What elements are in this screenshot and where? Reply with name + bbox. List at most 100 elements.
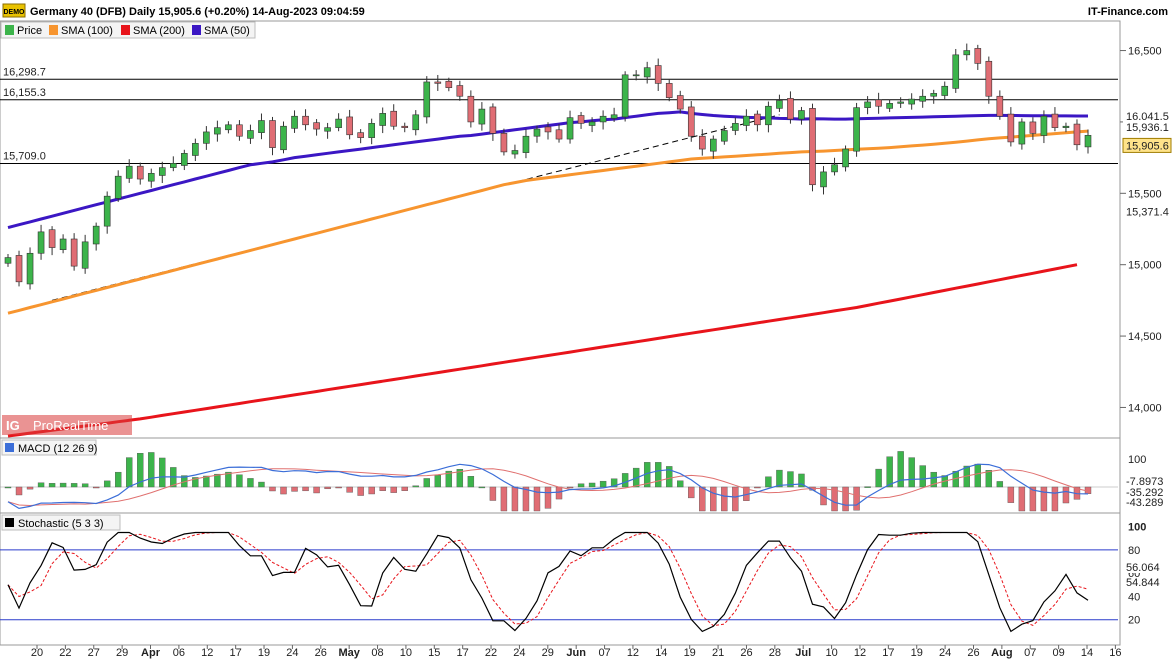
candle [743,115,750,126]
candle [81,241,89,269]
macd-histogram-bar [930,471,937,488]
macd-histogram-bar [192,477,199,488]
candle [37,231,45,254]
candle [842,148,849,168]
candle [710,138,717,152]
candle [798,110,805,120]
macd-histogram-bar [434,475,441,488]
candle [643,67,651,78]
price-panel [0,20,1121,439]
macd-histogram-bar [577,483,585,488]
y-tick-label: 16,500 [1128,46,1162,58]
legend-sma50[interactable]: SMA (50) [192,25,250,37]
macd-histogram-bar [126,457,133,488]
macd-histogram-bar [599,480,607,488]
macd-histogram-bar [1007,486,1015,503]
macd-histogram-bar [412,485,419,488]
legend-price[interactable]: Price [5,25,42,37]
candle [610,114,618,119]
stoch-title: Stochastic (5 3 3) [18,518,104,530]
macd-histogram-bar [37,482,45,488]
level-label: 15,709.0 [3,150,46,162]
macd-histogram-bar [798,473,805,488]
macd-histogram-bar [688,486,695,499]
stoch-value-label: 54.844 [1126,577,1160,589]
macd-histogram-bar [148,452,155,488]
candle [247,130,254,139]
macd-histogram-bar [1029,486,1037,512]
candle [919,95,926,102]
candle [280,125,287,151]
macd-histogram-bar [445,470,453,488]
candle [996,95,1004,117]
macd-histogram-bar [258,481,265,488]
candle [1073,123,1081,146]
candle [930,93,938,97]
macd-histogram-bar [1040,486,1048,512]
macd-histogram-bar [875,468,882,488]
macd-histogram-bar [1018,486,1026,512]
candle [125,165,133,179]
macd-histogram-bar [776,469,783,488]
legend-sma200[interactable]: SMA (200) [121,25,185,37]
candle [59,238,67,250]
demo-badge: DEMO [2,3,26,18]
level-label: 16,155.3 [3,87,46,99]
ig-logo: IG [6,418,20,433]
macd-histogram-bar [985,470,993,488]
macd-value-label: -35.292 [1126,487,1163,499]
candle [1051,113,1059,128]
macd-line [7,463,1089,510]
x-tick-label: 14 [655,647,667,659]
stoch-value-label: 56.064 [1126,562,1160,574]
macd-histogram-bar [456,469,464,488]
candle [544,126,552,133]
stoch-value-bg [1123,562,1163,573]
price-layer: 14,00014,50015,00015,50016,00016,50016,2… [0,43,1172,438]
x-tick-label: 29 [116,647,128,659]
macd-histogram-bar [974,463,981,488]
macd-histogram-bar [533,486,541,512]
candle [214,127,221,135]
candle [1040,115,1048,136]
y-tick-label: 14,000 [1128,402,1162,414]
macd-histogram-bar [115,471,122,488]
candle [952,54,960,89]
candle [181,153,188,166]
macd-histogram-bar [103,480,111,488]
x-tick-label: 24 [513,647,525,659]
macd-histogram-bar [26,486,34,490]
x-tick-label: 19 [911,647,923,659]
macd-histogram-bar [765,476,772,488]
legend-sma100[interactable]: SMA (100) [49,25,113,37]
macd-histogram-bar [710,486,717,512]
x-tick-label: 10 [400,647,412,659]
candle [478,108,486,125]
macd-histogram-bar [335,486,342,489]
macd-histogram-bar [368,486,375,495]
macd-histogram-bar [269,486,276,492]
candle [676,95,684,110]
macd-histogram-bar [280,486,287,495]
candle [588,121,596,126]
candle [754,113,761,126]
macd-histogram-bar [566,486,574,489]
macd-histogram-bar [59,482,67,488]
candle [831,164,838,173]
candle [258,120,265,133]
macd-histogram-bar [610,478,618,488]
x-tick-label: 16 [1109,647,1121,659]
macd-histogram-bar [853,486,860,511]
macd-tick-label: 100 [1128,454,1146,466]
macd-histogram-bar [655,462,662,488]
x-tick-label: 24 [286,647,298,659]
x-tick-label: 19 [684,647,696,659]
stoch-value-bg [1123,577,1163,588]
candle [346,116,353,136]
macd-histogram-bar [137,453,144,488]
x-tick-label: 22 [59,647,71,659]
macd-signal-line [7,468,1089,507]
level-label-bg [1,85,47,99]
candle [368,123,375,138]
